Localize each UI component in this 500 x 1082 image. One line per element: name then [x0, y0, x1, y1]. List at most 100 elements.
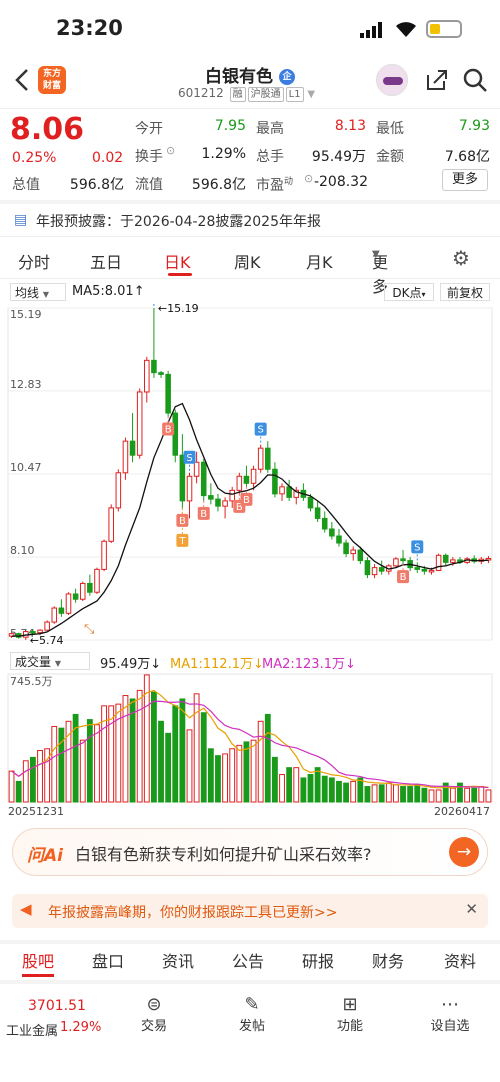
tab-daily-k[interactable]: 日K	[164, 249, 191, 273]
active-tab-indicator	[168, 273, 192, 276]
arrow-right-icon[interactable]: →	[449, 837, 479, 867]
tab-research[interactable]: 研报	[302, 948, 334, 972]
chart-tabs: 分时 五日 日K 周K 月K 更多 ▼ ⚙	[0, 238, 500, 278]
y-tick-label: 15.19	[10, 308, 42, 321]
chevron-down-icon: ▼	[372, 249, 380, 260]
volume-bar	[294, 768, 299, 802]
avatar[interactable]	[376, 64, 408, 96]
tab-monthly-k[interactable]: 月K	[306, 249, 333, 273]
more-button[interactable]: 更多	[442, 169, 488, 191]
ma5-readout: MA5:8.01↑	[72, 284, 145, 299]
candle-body	[223, 501, 228, 506]
tab-five-day[interactable]: 五日	[90, 249, 122, 273]
volume-bar	[265, 714, 270, 802]
candle-body	[372, 568, 377, 575]
candle-body	[315, 508, 320, 519]
volume-bar	[272, 757, 277, 802]
search-icon[interactable]	[462, 67, 488, 97]
candle-body	[116, 473, 121, 508]
annual-report-notice[interactable]: 年报预披露：于2026-04-28披露2025年年报	[36, 211, 321, 231]
tab-weekly-k[interactable]: 周K	[234, 249, 261, 273]
candle-body	[308, 497, 313, 508]
candlestick-chart[interactable]: 15.1912.8310.478.105.74←15.19←5.74SSSSBB…	[0, 304, 500, 648]
candle-body	[280, 487, 285, 494]
volume-bar	[415, 785, 420, 802]
volume-bar	[223, 754, 228, 802]
nav-watchlist-label: 设自选	[420, 1015, 480, 1034]
ai-banner[interactable]: 问Ai 白银有色新获专利如何提升矿山采石效率? →	[12, 828, 488, 876]
dk-point-button[interactable]: DK点▾	[384, 283, 434, 301]
signal-label: S	[414, 542, 420, 553]
tab-orderbook[interactable]: 盘口	[92, 948, 124, 972]
volume-bar	[436, 790, 441, 802]
tab-profile[interactable]: 资料	[444, 948, 476, 972]
dropdown-icon[interactable]: ▼	[307, 89, 315, 100]
signal-label: B	[165, 425, 172, 436]
open-value: 7.95	[190, 118, 246, 134]
volume-bar	[258, 721, 263, 802]
candle-body	[209, 496, 214, 500]
volume-bar	[422, 788, 427, 802]
status-bar: 23:20	[0, 0, 500, 58]
candle-body	[443, 555, 448, 562]
volume-bar	[329, 778, 334, 802]
ai-brand: 问Ai	[27, 841, 63, 866]
volume-bar	[59, 728, 64, 802]
amount-label: 金额	[376, 146, 404, 166]
info-icon[interactable]: ⊙	[166, 144, 175, 157]
volume-bar	[151, 692, 156, 802]
settings-icon[interactable]: ⚙	[452, 246, 470, 270]
tab-news[interactable]: 资讯	[162, 948, 194, 972]
close-icon[interactable]: ✕	[465, 900, 478, 918]
candle-body	[422, 569, 427, 571]
volume-bar	[472, 788, 477, 802]
share-icon[interactable]	[424, 67, 450, 97]
enterprise-badge: 企	[279, 69, 295, 85]
nav-post[interactable]: ✎ 发帖	[222, 994, 282, 1034]
grid-icon: ⊞	[320, 994, 380, 1015]
expand-icon[interactable]: ⤡	[84, 622, 94, 637]
volume-bar	[344, 783, 349, 802]
candle-body	[201, 462, 206, 495]
volume-bar	[30, 757, 35, 802]
tab-guba[interactable]: 股吧	[22, 948, 54, 972]
y-tick-label: 12.83	[10, 378, 42, 391]
nav-trade[interactable]: ⊜ 交易	[124, 994, 184, 1034]
amount-value: 7.68亿	[420, 146, 490, 166]
volume-bar	[322, 776, 327, 802]
candle-body	[216, 499, 221, 506]
volume-chart[interactable]	[0, 672, 500, 804]
volume-ma1: MA1:112.1万↓	[170, 653, 264, 672]
chevron-down-icon: ▾	[422, 290, 426, 299]
volume-bar	[358, 778, 363, 802]
tab-financials[interactable]: 财务	[372, 948, 404, 972]
high-value: 8.13	[310, 118, 366, 134]
low-label: 最低	[376, 118, 404, 138]
nav-watchlist[interactable]: ⋯ 设自选	[420, 994, 480, 1034]
nav-functions[interactable]: ⊞ 功能	[320, 994, 380, 1034]
volume-bar	[52, 726, 57, 802]
volume-bar	[80, 740, 85, 802]
tab-timeshare[interactable]: 分时	[18, 249, 50, 273]
volume-readout: 95.49万↓	[100, 653, 161, 672]
index-widget[interactable]: 3701.51 工业金属 1.29%	[4, 996, 108, 1040]
candle-body	[244, 476, 249, 483]
volume-bar	[216, 756, 221, 802]
adjust-button[interactable]: 前复权	[440, 283, 490, 301]
pe-value: -208.32	[312, 174, 368, 190]
min-price-label: ←5.74	[30, 634, 64, 647]
dk-label: DK点	[392, 286, 421, 300]
y-tick-label: 8.10	[10, 544, 35, 557]
volume-select[interactable]: 成交量 ▼	[10, 652, 90, 670]
ma-type-select[interactable]: 均线 ▼	[10, 283, 66, 301]
volume-bar	[230, 749, 235, 802]
volume-bar	[379, 785, 384, 802]
stock-name: 白银有色	[205, 67, 273, 87]
volume-bar	[393, 785, 398, 802]
alert-bar[interactable]: ◀ 年报披露高峰期，你的财报跟踪工具已更新>> ✕	[12, 894, 488, 928]
index-name: 工业金属	[6, 1020, 58, 1039]
volume-bar	[280, 775, 285, 802]
volume-bar	[308, 775, 313, 802]
tab-announcements[interactable]: 公告	[232, 948, 264, 972]
candle-body	[73, 594, 78, 599]
